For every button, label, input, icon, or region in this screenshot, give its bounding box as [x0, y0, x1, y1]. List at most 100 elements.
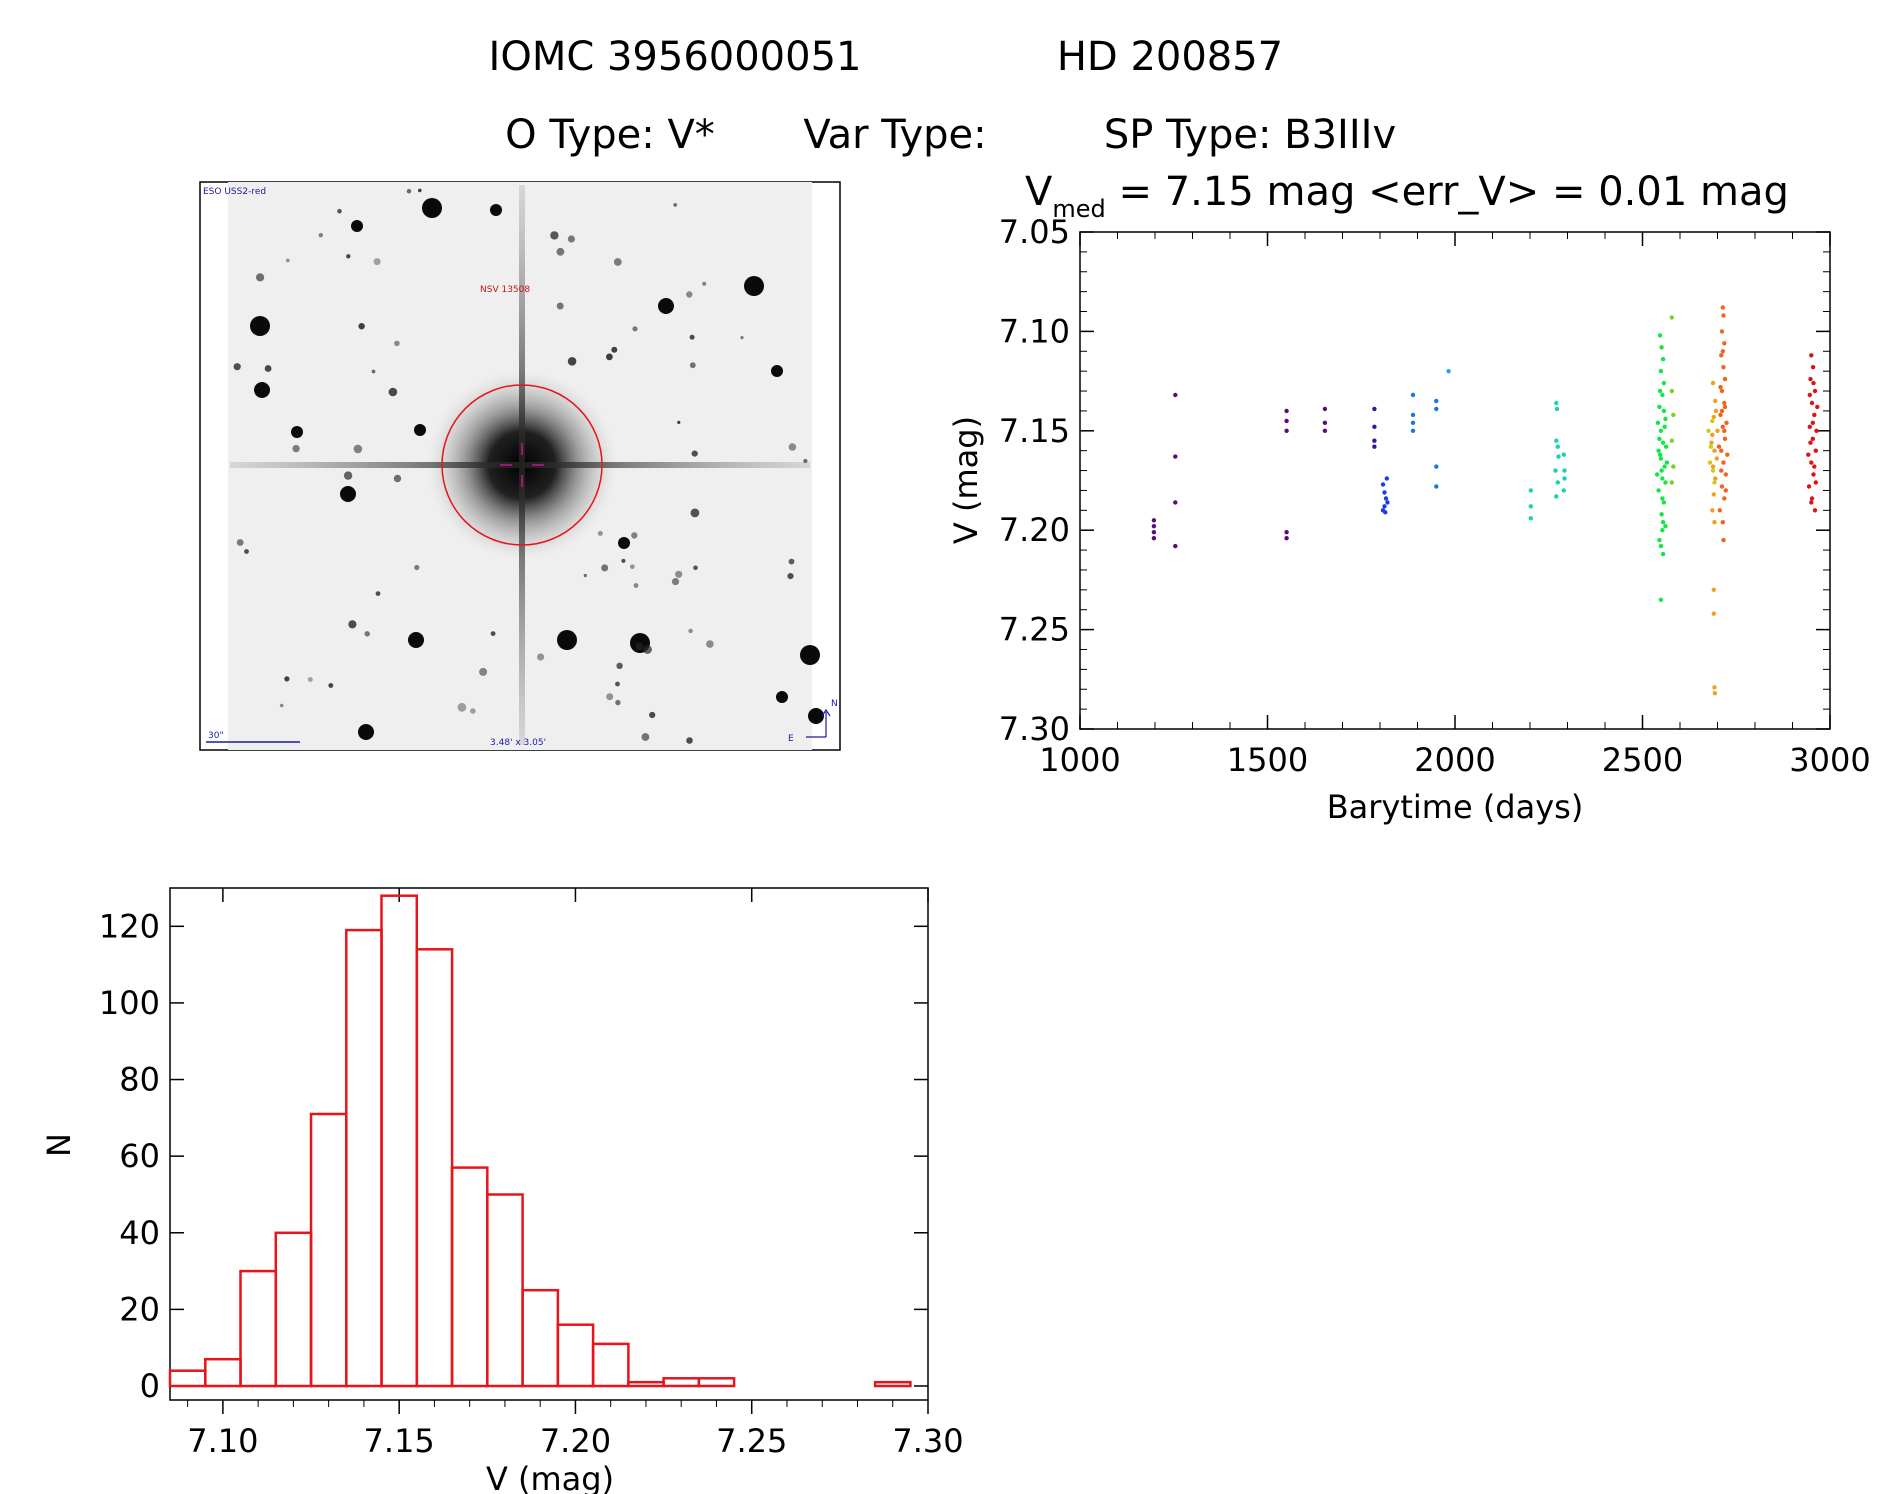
faint-star [556, 247, 565, 256]
faint-star [635, 642, 644, 651]
lc-data-point [1434, 484, 1439, 489]
lc-data-point [1711, 414, 1717, 420]
lc-data-point [1669, 480, 1675, 485]
lc-data-point [1372, 438, 1377, 443]
lc-data-point [1173, 500, 1178, 505]
lc-data-point [1714, 456, 1720, 461]
faint-star [233, 363, 241, 371]
header-name: HD 200857 [1057, 34, 1283, 80]
lc-xtick-label: 1500 [1227, 741, 1308, 779]
lc-xtick-label: 2000 [1414, 741, 1495, 779]
faint-star [702, 281, 707, 286]
lc-xtick-label: 1000 [1039, 741, 1120, 779]
faint-star [393, 474, 402, 483]
lc-data-point [1661, 408, 1667, 414]
finder-scale-label: 30" [208, 731, 224, 741]
bright-star [422, 198, 442, 218]
hist-xtick-label: 7.20 [540, 1422, 611, 1460]
lc-data-point [1712, 480, 1717, 485]
hist-ytick-label: 100 [99, 984, 160, 1022]
faint-star [641, 733, 650, 741]
header-sptype: SP Type: B3IIIv [1104, 112, 1396, 158]
histogram-ylabel: N [40, 1133, 78, 1157]
hist-ytick-label: 40 [119, 1214, 160, 1252]
faint-star [328, 683, 334, 688]
lc-data-point [1284, 418, 1289, 424]
finder-target-label: NSV 13508 [480, 285, 530, 295]
bright-star [351, 220, 363, 232]
histogram-xlabel: V (mag) [486, 1460, 614, 1494]
faint-star [418, 188, 422, 193]
bright-star [250, 316, 270, 336]
lc-data-point [1658, 456, 1664, 461]
lightcurve-xlabel: Barytime (days) [1327, 788, 1584, 826]
lightcurve-title-sub: med [1052, 195, 1105, 223]
faint-star [244, 549, 249, 554]
faint-star [633, 583, 639, 588]
lc-data-point [1712, 685, 1717, 690]
lc-data-point [1806, 452, 1811, 457]
lc-data-point [1710, 418, 1715, 424]
lc-data-point [1663, 444, 1669, 449]
lc-data-point [1722, 376, 1728, 382]
lc-data-point [1434, 464, 1439, 469]
lc-data-point [1656, 448, 1661, 453]
lc-data-point [1660, 528, 1665, 533]
lc-data-point [1810, 365, 1816, 370]
lc-data-point [1809, 353, 1814, 358]
lc-data-point [1708, 444, 1714, 449]
lc-data-point [1719, 329, 1725, 334]
lc-data-point [1814, 428, 1819, 433]
lc-data-point [1657, 436, 1662, 441]
histogram-bar [415, 948, 454, 1388]
faint-star [643, 645, 652, 654]
bright-star [771, 365, 783, 377]
lc-data-point [1669, 438, 1675, 443]
diffraction-spike-horizontal [230, 462, 810, 468]
lightcurve-ylabel: V (mag) [947, 416, 985, 544]
histogram-bar [274, 1231, 313, 1388]
header-otype: O Type: V* [505, 112, 715, 158]
histogram-bar [697, 1377, 736, 1388]
faint-star [583, 573, 587, 578]
faint-star [353, 444, 363, 454]
faint-star [689, 334, 695, 340]
faint-star [406, 188, 412, 194]
hist-ytick-label: 60 [119, 1137, 160, 1175]
lc-data-point [1372, 424, 1377, 429]
bright-star [340, 486, 356, 502]
faint-star [616, 662, 623, 669]
lc-data-point [1671, 412, 1676, 418]
lc-data-point [1658, 597, 1664, 602]
finder-image: ESO USS2-red NSV 13508 30" 3.48' x 3.05'… [199, 181, 841, 751]
faint-star [615, 681, 620, 687]
faint-star [348, 620, 357, 629]
faint-star [675, 570, 683, 578]
lc-data-point [1657, 388, 1663, 394]
faint-star [318, 233, 323, 238]
faint-star [371, 369, 376, 374]
lc-data-point [1812, 508, 1818, 513]
faint-star [567, 357, 577, 366]
lc-data-point [1528, 504, 1534, 509]
lc-data-point [1173, 392, 1178, 398]
lc-data-point [1658, 543, 1664, 549]
lc-data-point [1383, 510, 1388, 515]
faint-star [613, 258, 622, 266]
faint-star [649, 711, 656, 719]
lc-data-point [1410, 428, 1416, 433]
lc-ytick-label: 7.05 [999, 213, 1070, 251]
histogram-bar [239, 1269, 278, 1388]
lc-data-point [1720, 520, 1726, 525]
histogram-bar [309, 1112, 348, 1388]
lc-ytick-label: 7.15 [999, 412, 1070, 450]
faint-star [279, 703, 284, 708]
lc-data-point [1660, 440, 1666, 445]
hist-xtick-label: 7.30 [892, 1422, 963, 1460]
hist-xtick-label: 7.10 [187, 1422, 258, 1460]
lc-data-point [1722, 436, 1728, 441]
lc-data-point [1721, 313, 1726, 318]
lc-data-point [1556, 454, 1561, 459]
histogram-bar [627, 1380, 665, 1388]
faint-star [337, 208, 342, 214]
